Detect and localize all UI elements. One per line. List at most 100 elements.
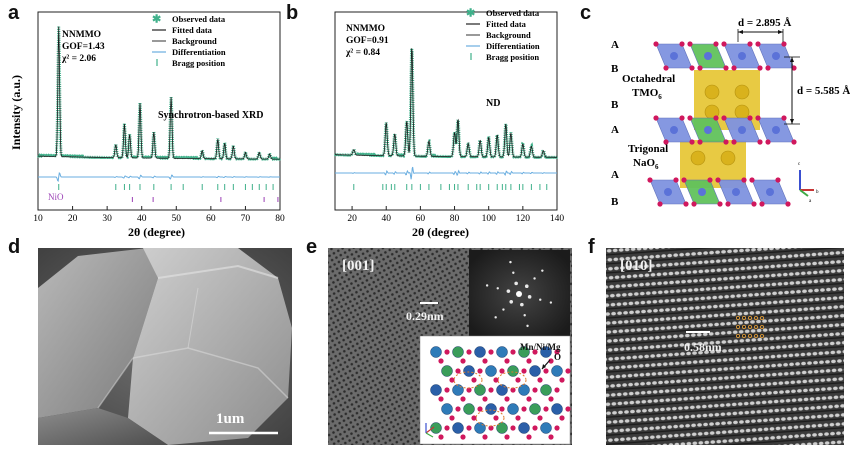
legend-symbol: ✱ (466, 8, 475, 20)
atom-marker (759, 316, 764, 321)
legend-entry: Observed data (486, 8, 540, 18)
oxygen-site (521, 406, 527, 412)
oxygen-atom (731, 139, 737, 145)
x-tick-label: 40 (137, 214, 147, 224)
oxygen-site (532, 387, 538, 393)
superlattice-ring (475, 409, 505, 427)
fft-spot (509, 299, 514, 304)
oxygen-atom (687, 115, 693, 121)
oxygen-atom (721, 41, 727, 47)
oxygen-site (543, 368, 549, 374)
oxygen-site (565, 406, 571, 412)
tm-site (452, 384, 464, 396)
oxygen-atom (707, 177, 713, 183)
oxygen-atom (697, 139, 703, 145)
tm-site (452, 422, 464, 434)
panel-label-a: a (8, 2, 20, 24)
nd-axes-frame (334, 11, 558, 211)
oxygen-atom (781, 41, 787, 47)
oxygen-atom (725, 201, 731, 207)
trigonal-label: Trigonal (628, 143, 668, 155)
oxygen-site (477, 406, 483, 412)
nd-gof: GOF=0.91 (346, 36, 389, 46)
xrd-chi2: χ² = 2.06 (61, 54, 96, 64)
fft-spot (485, 284, 489, 287)
tm-atom (766, 188, 774, 196)
atom-marker (735, 316, 740, 321)
oxygen-site (455, 368, 461, 374)
xrd-method-label: Synchrotron-based XRD (158, 110, 263, 121)
oxygen-site (471, 415, 477, 421)
tm-atom (732, 188, 740, 196)
d-interlayer-label: d = 5.585 Å (797, 85, 850, 97)
oxygen-site (554, 349, 560, 355)
oxygen-atom (681, 177, 687, 183)
layer-label: B (611, 196, 619, 208)
oxygen-atom (721, 115, 727, 121)
panel-label-f: f (588, 236, 595, 258)
atom-marker (759, 334, 764, 339)
tmo-label: TMO6 (632, 87, 662, 101)
tm-site (452, 346, 464, 358)
tm-atom (738, 52, 746, 60)
oxygen-site (510, 425, 516, 431)
tm-atom (698, 188, 706, 196)
xrd-axes-frame (37, 11, 281, 211)
hrtem-image-001: [001] 0.29nm Mn/Ni/Mg O (328, 248, 572, 445)
fft-spot (549, 301, 553, 304)
x-tick-label: 80 (275, 214, 285, 224)
oxygen-atom (757, 65, 763, 71)
layer-label: A (611, 39, 619, 51)
site-label: Mn/Ni/Mg (520, 342, 561, 352)
oxygen-site (460, 434, 466, 440)
fft-spot (541, 269, 544, 272)
atom-marker (747, 334, 752, 339)
xrd-sample-name: NNMMO (62, 30, 101, 40)
x-tick-label: 80 (450, 214, 460, 224)
oxygen-site (554, 387, 560, 393)
oxygen-atom (691, 201, 697, 207)
fft-spot (509, 260, 512, 264)
xrd-differentiation (38, 172, 280, 182)
tm-site (529, 403, 541, 415)
legend-entry: Differentiation (486, 41, 540, 51)
tm-site (496, 346, 508, 358)
tm-atom (704, 52, 712, 60)
x-tick-label: 10 (33, 214, 43, 224)
oxygen-site (482, 396, 488, 402)
zone-axis-010: [010] (620, 258, 653, 274)
oxygen-site (466, 425, 472, 431)
oxygen-site (460, 358, 466, 364)
fft-spot (494, 316, 497, 319)
tm-site (474, 346, 486, 358)
oxygen-site (504, 358, 510, 364)
fft-spot (527, 295, 532, 299)
oxygen-atom (755, 41, 761, 47)
oxygen-site (526, 358, 532, 364)
tm-site (540, 384, 552, 396)
oxygen-atom (653, 115, 659, 121)
oxygen-atom (679, 115, 685, 121)
oxygen-site (488, 425, 494, 431)
oxygen-site (438, 434, 444, 440)
fft-spot (523, 314, 526, 317)
oxygen-atom (781, 115, 787, 121)
tm-site (540, 346, 552, 358)
superlattice-ring (453, 371, 483, 389)
oxygen-site (548, 358, 554, 364)
legend-symbol: ✱ (152, 14, 161, 26)
atom-marker (753, 325, 758, 330)
oxygen-site (537, 415, 543, 421)
sem-scale-label: 1um (216, 411, 245, 427)
xrd-x-label: 2θ (degree) (128, 225, 185, 239)
atom-marker (741, 316, 746, 321)
oxygen-atom (791, 65, 797, 71)
fft-spot (514, 281, 518, 286)
legend-entry: Observed data (172, 14, 226, 24)
oxygen-atom (775, 177, 781, 183)
oxygen-site (548, 396, 554, 402)
superlattice-ring (497, 371, 527, 389)
